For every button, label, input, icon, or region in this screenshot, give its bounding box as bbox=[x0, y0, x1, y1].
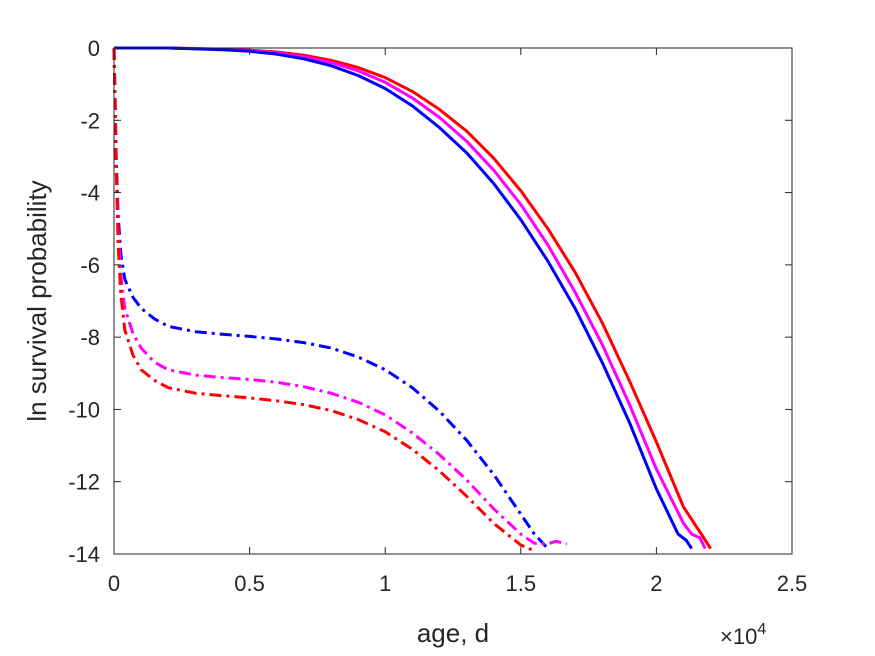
x-tick-label: 1 bbox=[379, 571, 391, 596]
x-tick-label: 0.5 bbox=[234, 571, 265, 596]
x-axis-exponent-power: 4 bbox=[757, 621, 766, 638]
x-tick-label: 2.5 bbox=[777, 571, 808, 596]
y-tick-label: -4 bbox=[80, 181, 100, 206]
y-tick-label: -6 bbox=[80, 253, 100, 278]
x-axis-label: age, d bbox=[417, 618, 489, 648]
y-tick-label: 0 bbox=[88, 36, 100, 61]
plot-area bbox=[114, 48, 792, 554]
series-layer bbox=[112, 46, 712, 552]
y-tick-label: -14 bbox=[68, 542, 100, 567]
x-tick-label: 1.5 bbox=[506, 571, 537, 596]
series-line-5 bbox=[112, 47, 568, 546]
x-tick-label: 0 bbox=[108, 571, 120, 596]
y-tick-label: -8 bbox=[80, 325, 100, 350]
y-tick-label: -2 bbox=[80, 108, 100, 133]
y-tick-label: -12 bbox=[68, 470, 100, 495]
y-tick-label: -10 bbox=[68, 397, 100, 422]
x-axis-ticks: 0 0.5 1 1.5 2 2.5 bbox=[108, 48, 807, 596]
y-axis-ticks: 0 -2 -4 -6 -8 -10 -12 -14 bbox=[68, 36, 792, 567]
series-line-6 bbox=[112, 47, 535, 552]
series-line-3 bbox=[114, 46, 693, 550]
axes-box bbox=[113, 47, 793, 555]
x-axis-exponent: ×104 bbox=[720, 621, 766, 649]
x-axis-exponent-base: ×10 bbox=[720, 624, 757, 649]
x-tick-label: 2 bbox=[650, 571, 662, 596]
y-axis-label: ln survival probability bbox=[22, 180, 52, 421]
